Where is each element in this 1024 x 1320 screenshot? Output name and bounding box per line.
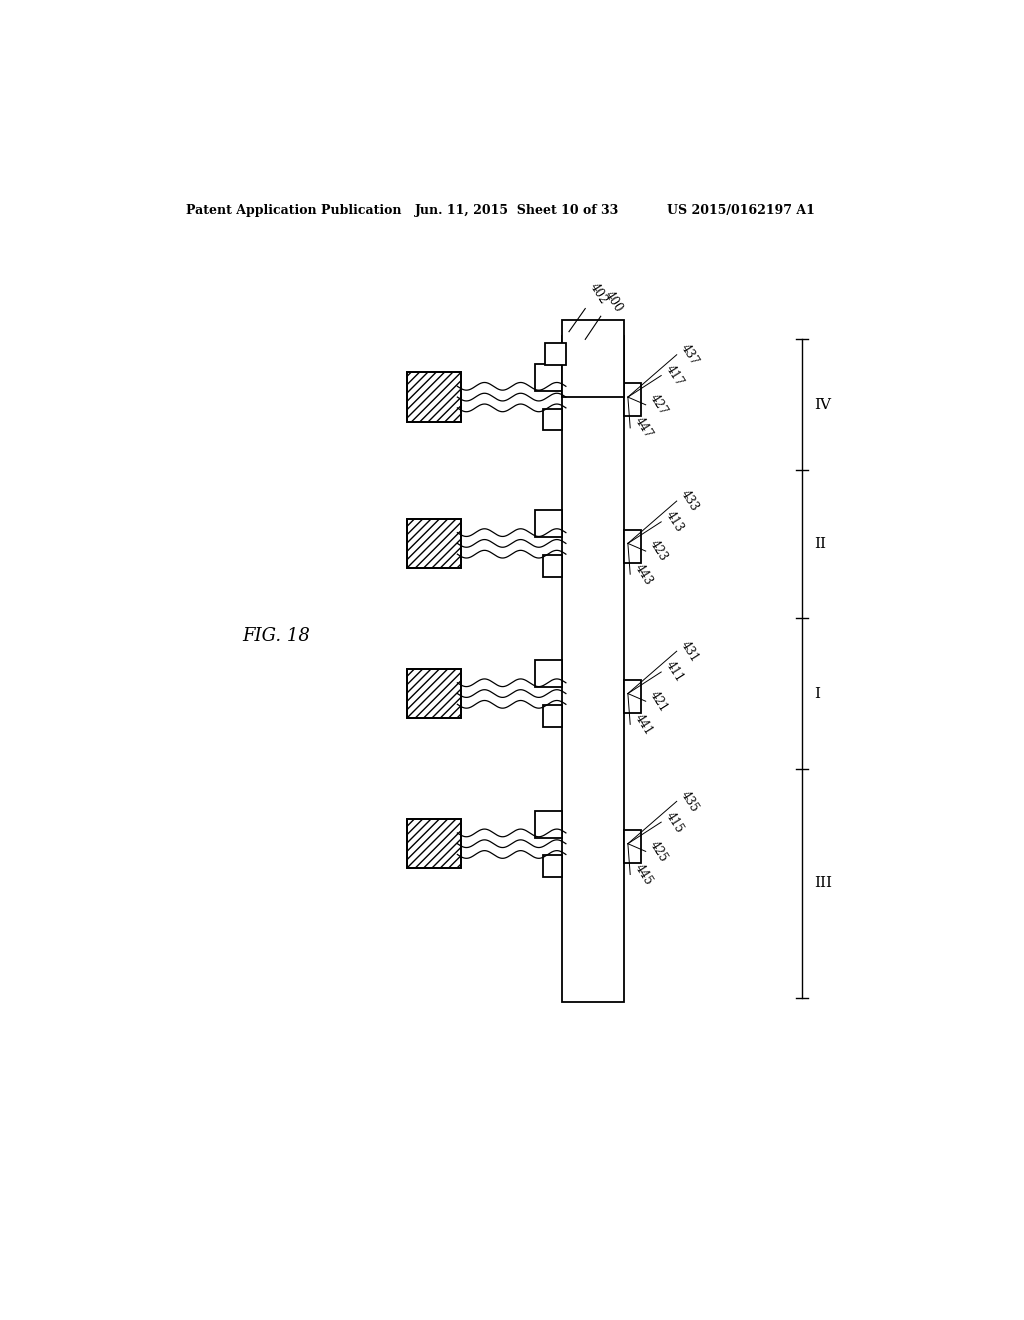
Bar — [535, 810, 562, 838]
Bar — [543, 855, 562, 876]
Bar — [624, 680, 641, 713]
Text: 427: 427 — [647, 392, 670, 417]
Text: 421: 421 — [647, 688, 670, 714]
Text: Jun. 11, 2015  Sheet 10 of 33: Jun. 11, 2015 Sheet 10 of 33 — [415, 205, 618, 218]
Bar — [407, 669, 461, 718]
Text: FIG. 18: FIG. 18 — [243, 627, 310, 644]
Bar — [407, 818, 461, 869]
Text: 437: 437 — [678, 342, 701, 368]
Bar — [407, 519, 461, 568]
Text: II: II — [814, 537, 826, 552]
Bar — [535, 511, 562, 537]
Text: 413: 413 — [663, 510, 686, 535]
Text: 402: 402 — [587, 281, 609, 308]
Bar — [407, 669, 461, 718]
Bar — [624, 529, 641, 562]
Text: 400: 400 — [602, 289, 626, 314]
Text: 431: 431 — [678, 639, 701, 664]
Text: I: I — [814, 686, 820, 701]
Bar — [543, 409, 562, 430]
Bar — [562, 335, 624, 1002]
Text: 411: 411 — [663, 659, 685, 685]
Text: US 2015/0162197 A1: US 2015/0162197 A1 — [667, 205, 814, 218]
Text: 433: 433 — [678, 488, 701, 513]
Bar — [535, 364, 562, 391]
Text: 425: 425 — [647, 838, 670, 865]
Text: 441: 441 — [632, 711, 654, 738]
Text: 417: 417 — [663, 363, 686, 388]
Text: Patent Application Publication: Patent Application Publication — [186, 205, 401, 218]
Bar — [624, 830, 641, 863]
Bar — [535, 660, 562, 688]
Bar — [562, 321, 624, 397]
Text: 443: 443 — [632, 561, 654, 587]
Text: III: III — [814, 876, 831, 890]
Bar — [543, 705, 562, 726]
Text: 435: 435 — [678, 788, 701, 814]
Bar — [407, 372, 461, 422]
Text: 447: 447 — [632, 414, 654, 441]
Bar — [624, 383, 641, 416]
Bar — [407, 818, 461, 869]
Text: 445: 445 — [632, 862, 654, 887]
Bar — [545, 343, 566, 364]
Bar — [543, 554, 562, 577]
Text: 415: 415 — [663, 809, 686, 836]
Text: 423: 423 — [647, 539, 670, 564]
Bar — [407, 519, 461, 568]
Bar — [407, 372, 461, 422]
Text: IV: IV — [814, 397, 830, 412]
